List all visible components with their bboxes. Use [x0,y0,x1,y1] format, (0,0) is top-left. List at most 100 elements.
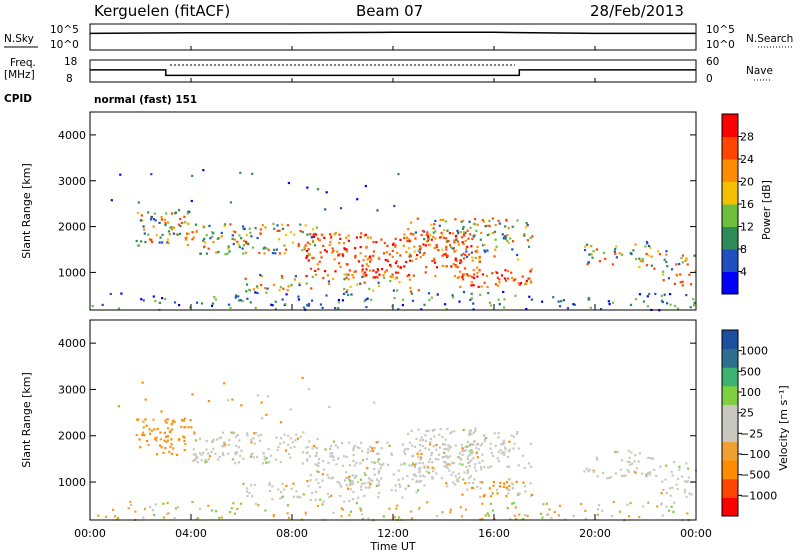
data-cell [391,249,394,252]
data-cell [437,458,440,461]
data-cell [312,239,315,242]
data-cell [405,260,408,264]
data-cell [596,458,599,461]
data-cell [455,259,458,262]
data-cell [167,427,170,430]
data-cell [488,224,491,227]
data-cell [298,284,301,287]
data-cell [473,273,476,276]
data-cell [265,247,268,250]
data-cell [462,252,465,255]
y-tick-label: 2000 [58,221,86,234]
data-cell [148,238,152,241]
data-cell [289,446,292,449]
colorbar-segment [722,114,738,137]
data-cell [357,260,360,263]
data-cell [215,510,218,513]
data-cell [497,460,500,463]
freq-left-tick-high: 18 [64,56,77,68]
data-cell [407,228,410,231]
y-tick-label: 2000 [58,430,86,443]
data-cell [420,452,423,456]
data-cell [467,237,470,240]
data-cell [136,211,140,215]
data-cell [368,287,371,290]
data-cell [290,283,293,286]
data-cell [369,269,372,272]
data-cell [377,480,380,483]
data-cell [482,495,485,498]
data-cell [630,252,633,256]
data-cell [464,239,467,242]
data-cell [170,438,173,441]
data-cell [411,478,414,481]
data-cell [365,263,368,266]
data-cell [336,250,339,253]
data-cell [246,487,249,490]
data-cell [459,270,462,273]
data-cell [439,427,442,431]
data-cell [235,453,238,456]
data-cell [394,262,397,265]
data-cell [352,460,355,463]
data-cell [237,295,240,298]
colorbar-tick-label: 25 [740,407,754,420]
data-cell [215,251,218,254]
data-cell [620,459,624,462]
date-title: 28/Feb/2013 [590,2,684,20]
data-cell [396,504,399,507]
data-cell [443,229,446,232]
data-cell [528,277,531,280]
data-cell [684,488,687,491]
data-cell [447,444,450,447]
data-cell [381,268,384,271]
data-cell [412,274,415,277]
data-cell [309,473,312,476]
data-cell [307,485,310,488]
data-cell [341,508,344,511]
data-cell [584,517,587,520]
data-cell [646,295,649,298]
data-cell [156,428,159,431]
colorbar-segment [722,204,738,227]
data-cell [110,199,113,202]
data-cell [649,457,652,460]
data-cell [414,231,417,234]
data-cell [305,446,308,449]
data-cell [211,235,214,238]
data-cell [376,478,379,481]
data-cell [164,224,167,227]
data-cell [599,308,603,311]
data-cell [461,450,464,453]
data-cell [306,304,309,307]
data-cell [495,488,499,491]
data-cell [223,382,226,385]
data-cell [647,254,650,257]
data-cell [499,481,502,484]
data-cell [150,215,153,219]
data-cell [492,484,495,487]
data-cell [195,455,198,458]
data-cell [150,218,153,221]
data-cell [259,232,262,235]
data-cell [443,465,446,468]
data-cell [485,274,489,277]
data-cell [152,218,156,221]
data-cell [502,237,505,240]
data-cell [198,452,202,455]
data-cell [328,447,332,451]
data-cell [456,229,459,232]
data-cell [134,510,137,513]
data-cell [444,265,447,268]
data-cell [313,244,317,247]
data-cell [325,191,328,194]
data-cell [208,224,211,227]
data-cell [452,481,455,484]
data-cell [283,244,286,247]
data-cell [542,503,545,506]
data-cell [186,212,189,215]
data-cell [529,482,532,485]
data-cell [508,484,511,488]
data-cell [417,249,420,252]
data-cell [461,241,464,244]
